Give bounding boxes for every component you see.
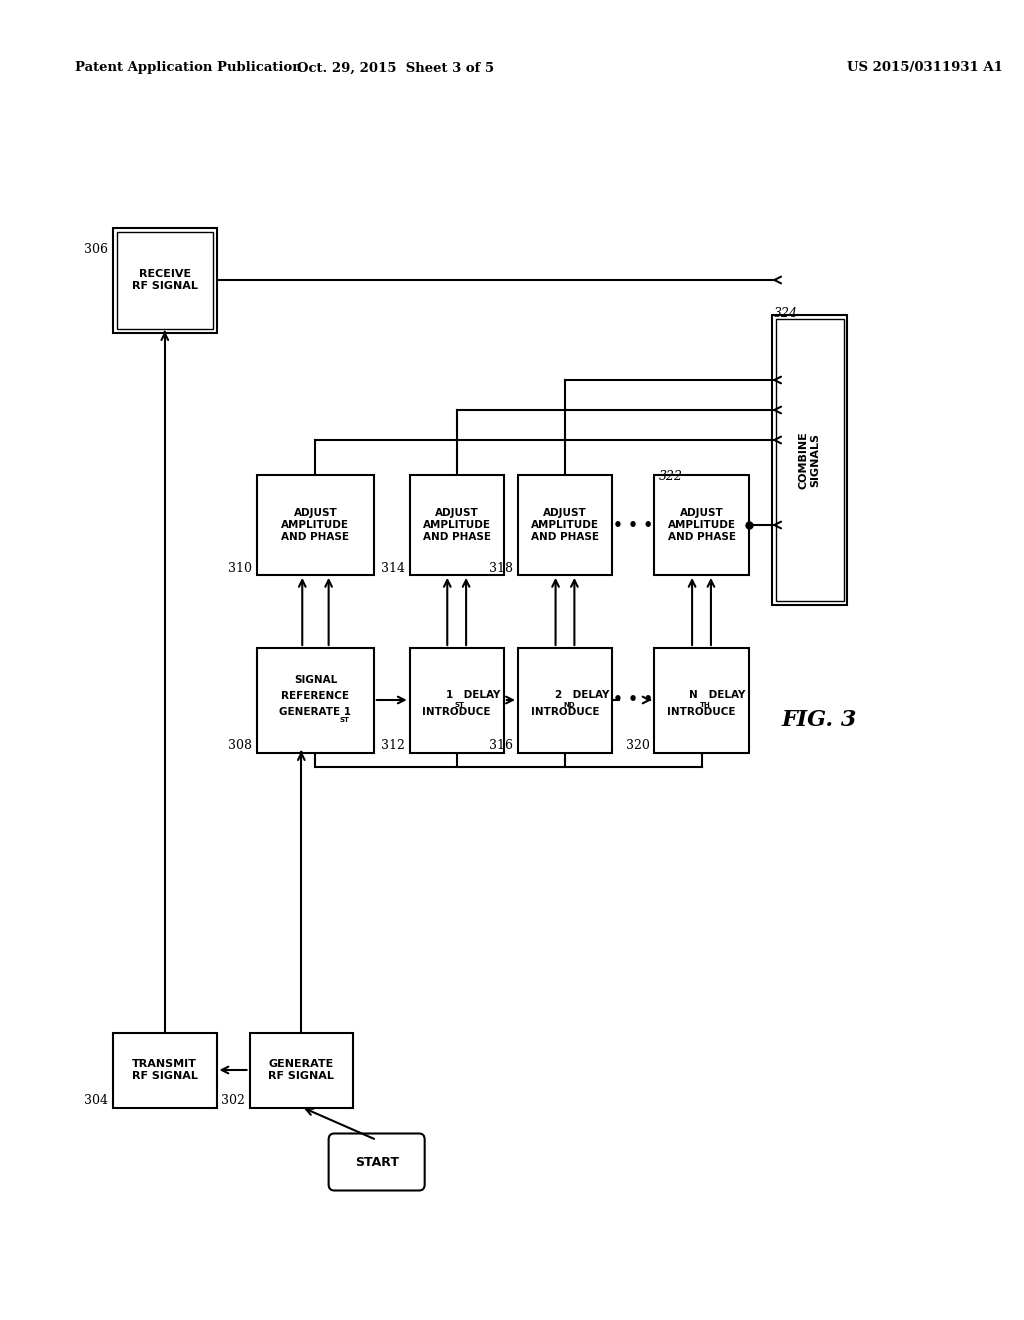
Bar [257, 475, 375, 576]
Text: GENERATE 1: GENERATE 1 [280, 708, 351, 717]
Bar [257, 648, 375, 752]
Bar [250, 1032, 353, 1107]
Text: START: START [354, 1155, 398, 1168]
Text: FIG. 3: FIG. 3 [781, 709, 857, 731]
Text: ADJUST
AMPLITUDE
AND PHASE: ADJUST AMPLITUDE AND PHASE [531, 508, 599, 541]
Text: 320: 320 [626, 739, 649, 752]
Text: TH: TH [699, 702, 711, 708]
Text: 322: 322 [659, 470, 683, 483]
Text: INTRODUCE: INTRODUCE [530, 708, 599, 717]
Text: ND: ND [563, 702, 574, 708]
Text: ADJUST
AMPLITUDE
AND PHASE: ADJUST AMPLITUDE AND PHASE [282, 508, 349, 541]
Bar [654, 648, 749, 752]
FancyBboxPatch shape [329, 1134, 425, 1191]
Bar [410, 648, 504, 752]
Text: RECEIVE
RF SIGNAL: RECEIVE RF SIGNAL [132, 269, 198, 290]
Text: 306: 306 [84, 243, 109, 256]
Text: 312: 312 [381, 739, 404, 752]
Text: TRANSMIT
RF SIGNAL: TRANSMIT RF SIGNAL [132, 1059, 198, 1081]
Text: REFERENCE: REFERENCE [282, 690, 349, 701]
Text: N: N [689, 690, 697, 700]
Text: • • •: • • • [612, 693, 653, 708]
Text: DELAY: DELAY [461, 690, 501, 700]
Text: 304: 304 [84, 1094, 109, 1107]
Text: ST: ST [455, 702, 465, 708]
Bar [117, 231, 213, 329]
Text: INTRODUCE: INTRODUCE [668, 708, 736, 717]
Text: 324: 324 [774, 308, 798, 319]
Bar [410, 475, 504, 576]
Text: GENERATE
RF SIGNAL: GENERATE RF SIGNAL [268, 1059, 334, 1081]
Text: 302: 302 [221, 1094, 245, 1107]
Bar [776, 319, 844, 601]
Text: ADJUST
AMPLITUDE
AND PHASE: ADJUST AMPLITUDE AND PHASE [668, 508, 735, 541]
Text: Patent Application Publication: Patent Application Publication [76, 62, 302, 74]
Text: DELAY: DELAY [568, 690, 609, 700]
Bar [518, 648, 612, 752]
Text: 1: 1 [445, 690, 453, 700]
Text: INTRODUCE: INTRODUCE [423, 708, 490, 717]
Bar [772, 315, 848, 605]
Bar [113, 1032, 216, 1107]
Text: 308: 308 [228, 739, 252, 752]
Text: 310: 310 [228, 562, 252, 576]
Bar [654, 475, 749, 576]
Text: 314: 314 [381, 562, 404, 576]
Text: Oct. 29, 2015  Sheet 3 of 5: Oct. 29, 2015 Sheet 3 of 5 [297, 62, 494, 74]
Text: DELAY: DELAY [706, 690, 745, 700]
Text: • • •: • • • [612, 517, 653, 532]
Text: 316: 316 [489, 739, 513, 752]
Text: 2: 2 [554, 690, 561, 700]
Text: ST: ST [340, 717, 350, 723]
Bar [518, 475, 612, 576]
Text: US 2015/0311931 A1: US 2015/0311931 A1 [848, 62, 1004, 74]
Text: 318: 318 [489, 562, 513, 576]
Text: COMBINE
SIGNALS: COMBINE SIGNALS [799, 432, 820, 488]
Text: SIGNAL: SIGNAL [294, 675, 337, 685]
Bar [113, 227, 216, 333]
Text: ADJUST
AMPLITUDE
AND PHASE: ADJUST AMPLITUDE AND PHASE [423, 508, 490, 541]
